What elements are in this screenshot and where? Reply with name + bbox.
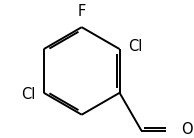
Text: Cl: Cl — [128, 39, 143, 54]
Text: Cl: Cl — [21, 87, 35, 102]
Text: F: F — [78, 4, 86, 19]
Text: O: O — [181, 122, 192, 137]
